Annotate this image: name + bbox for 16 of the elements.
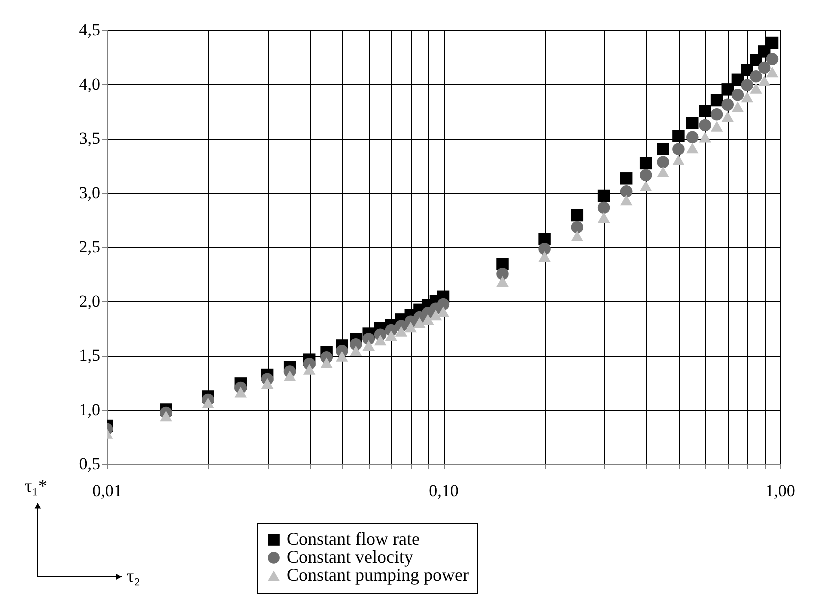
y-axis-title: τ₁* <box>25 476 48 496</box>
y-tick-label: 2,0 <box>79 292 100 311</box>
y-tick-label: 2,5 <box>79 238 100 256</box>
y-tick-label: 4,5 <box>79 20 100 40</box>
x-tick-label: 0,01 <box>92 482 122 500</box>
y-tick-label: 3,0 <box>79 183 100 202</box>
legend-label: Constant velocity <box>287 547 414 567</box>
y-tick-label: 3,5 <box>79 129 100 148</box>
y-tick-label: 1,0 <box>79 400 100 420</box>
legend-label: Constant flow rate <box>287 529 420 549</box>
y-tick-label: 4,0 <box>79 74 100 94</box>
y-tick-label: 1,5 <box>79 346 100 365</box>
x-tick-label: 1,00 <box>766 482 796 500</box>
y-tick-label: 0,5 <box>79 454 100 474</box>
x-tick-label: 0,10 <box>429 482 459 500</box>
x-axis-title: τ₂ <box>127 566 141 586</box>
